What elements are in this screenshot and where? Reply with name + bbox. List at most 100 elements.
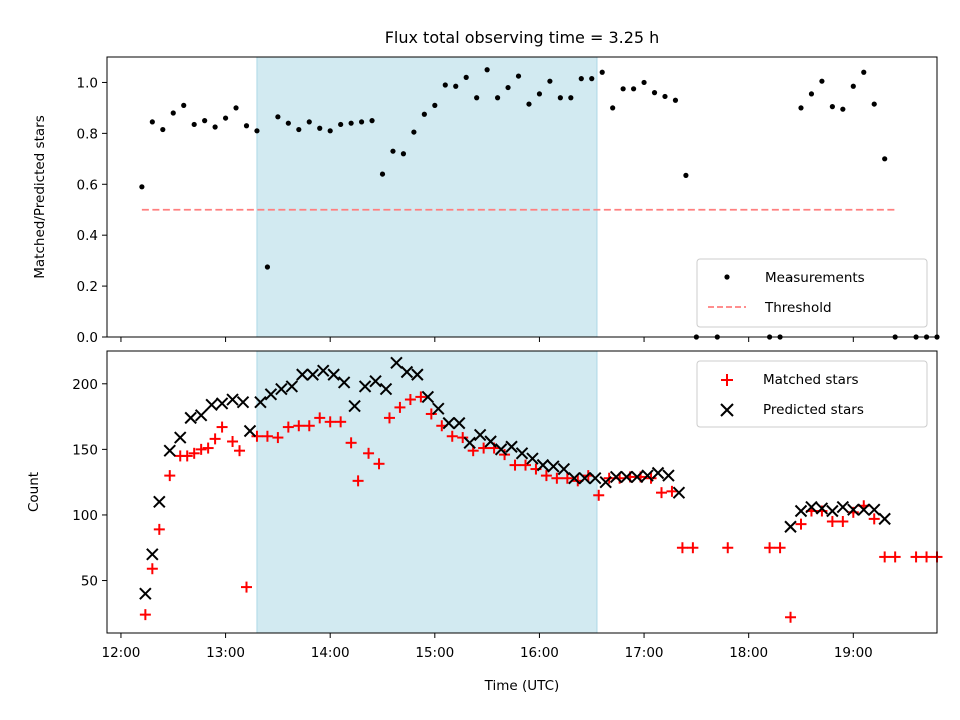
legend-threshold-label: Threshold [764,300,832,316]
measurement-point [850,83,856,89]
measurement-point [568,95,574,101]
predicted-star-point [651,466,665,480]
x-tick-label: 14:00 [311,645,350,661]
shaded-observing-interval [256,56,598,338]
matched-star-point [795,518,807,530]
y-tick-label: 0.0 [77,330,98,346]
top-axes-frame [106,56,938,338]
predicted-star-point [515,447,529,460]
predicted-star-point [215,397,229,410]
predicted-star-point [620,470,633,484]
matched-star-point [499,449,511,461]
predicted-star-point [306,368,319,381]
y-tick-label: 0.2 [77,279,98,295]
matched-star-point [457,432,469,444]
predicted-star-point [400,365,414,379]
predicted-star-point [421,390,435,404]
measurement-point [610,105,616,111]
measurement-point [212,124,218,130]
measurement-point [620,86,626,92]
matched-star-point [164,470,176,482]
measurement-point [191,121,197,128]
predicted-star-point [236,395,250,409]
matched-star-point [425,408,437,420]
bottom-x-axis-label: Time (UTC) [484,678,560,694]
predicted-star-point [358,380,372,393]
predicted-star-point [139,587,152,600]
measurement-point [411,129,417,135]
measurement-point [139,184,145,190]
matched-star-point [519,459,531,471]
measurement-point [222,115,229,121]
measurement-point [264,264,271,270]
y-tick-label: 100 [72,508,98,524]
measurement-point [871,101,877,107]
measurement-point [494,95,501,101]
measurement-point [254,128,260,134]
y-tick-label: 0.6 [77,177,98,193]
legend-matched-label: Matched stars [763,372,859,388]
measurement-point [882,156,888,162]
matched-star-point [240,581,252,593]
predicted-star-point [369,374,382,388]
matched-star-point [251,430,263,442]
predicted-star-point [317,364,330,377]
predicted-star-point [194,409,208,422]
matched-star-point [139,609,151,621]
x-tick-label: 15:00 [415,645,454,661]
predicted-star-point [526,452,539,465]
predicted-star-point [264,388,278,401]
matched-star-point [446,430,458,442]
predicted-star-point [243,424,257,438]
predicted-star-point [557,462,571,476]
matched-star-point [561,472,573,484]
measurement-point [317,125,323,131]
predicted-star-point [390,356,403,370]
y-tick-label: 0.4 [77,228,98,244]
measurement-point [578,76,584,82]
matched-star-point [478,442,490,454]
legend-predicted-marker [720,403,734,417]
matched-star-point [181,450,193,462]
predicted-star-point [826,504,839,518]
matched-star-point [314,412,326,424]
x-tick-label: 18:00 [729,645,768,661]
predicted-star-point [463,436,476,450]
matched-star-point [216,421,228,433]
measurement-point [474,95,480,101]
matched-star-point [373,458,385,470]
matched-star-point [234,445,246,457]
measurement-point [515,73,522,79]
observing-window-shade [256,56,598,338]
measurement-point [630,86,637,92]
predicted-star-point [453,416,466,430]
measurement-point [547,78,553,84]
matched-star-point [404,394,416,406]
measurement-point [296,126,302,133]
predicted-star-point [184,411,197,425]
measurement-point [202,118,208,124]
matched-star-point [383,412,395,424]
measurement-point [149,119,155,125]
matched-star-point [921,551,933,563]
x-tick-label: 13:00 [206,645,245,661]
measurement-point [819,78,825,84]
measurement-point [338,121,344,128]
measurement-point [181,102,187,108]
top-x-axis-ticks [120,337,854,342]
y-tick-label: 200 [72,377,98,393]
measurement-point [589,76,595,82]
measurement-point [327,128,333,134]
matched-star-point [282,421,294,433]
predicted-star-point [254,395,267,409]
measurement-point [463,74,469,80]
x-tick-label: 17:00 [625,645,664,661]
predicted-star-point [805,500,818,514]
predicted-star-point [163,444,176,457]
measurement-point [484,67,490,73]
bottom-y-axis: 50 100 150 200 [72,377,107,590]
matched-star-point [910,551,922,563]
matched-star-point [774,542,786,554]
legend-predicted-label: Predicted stars [763,402,864,418]
